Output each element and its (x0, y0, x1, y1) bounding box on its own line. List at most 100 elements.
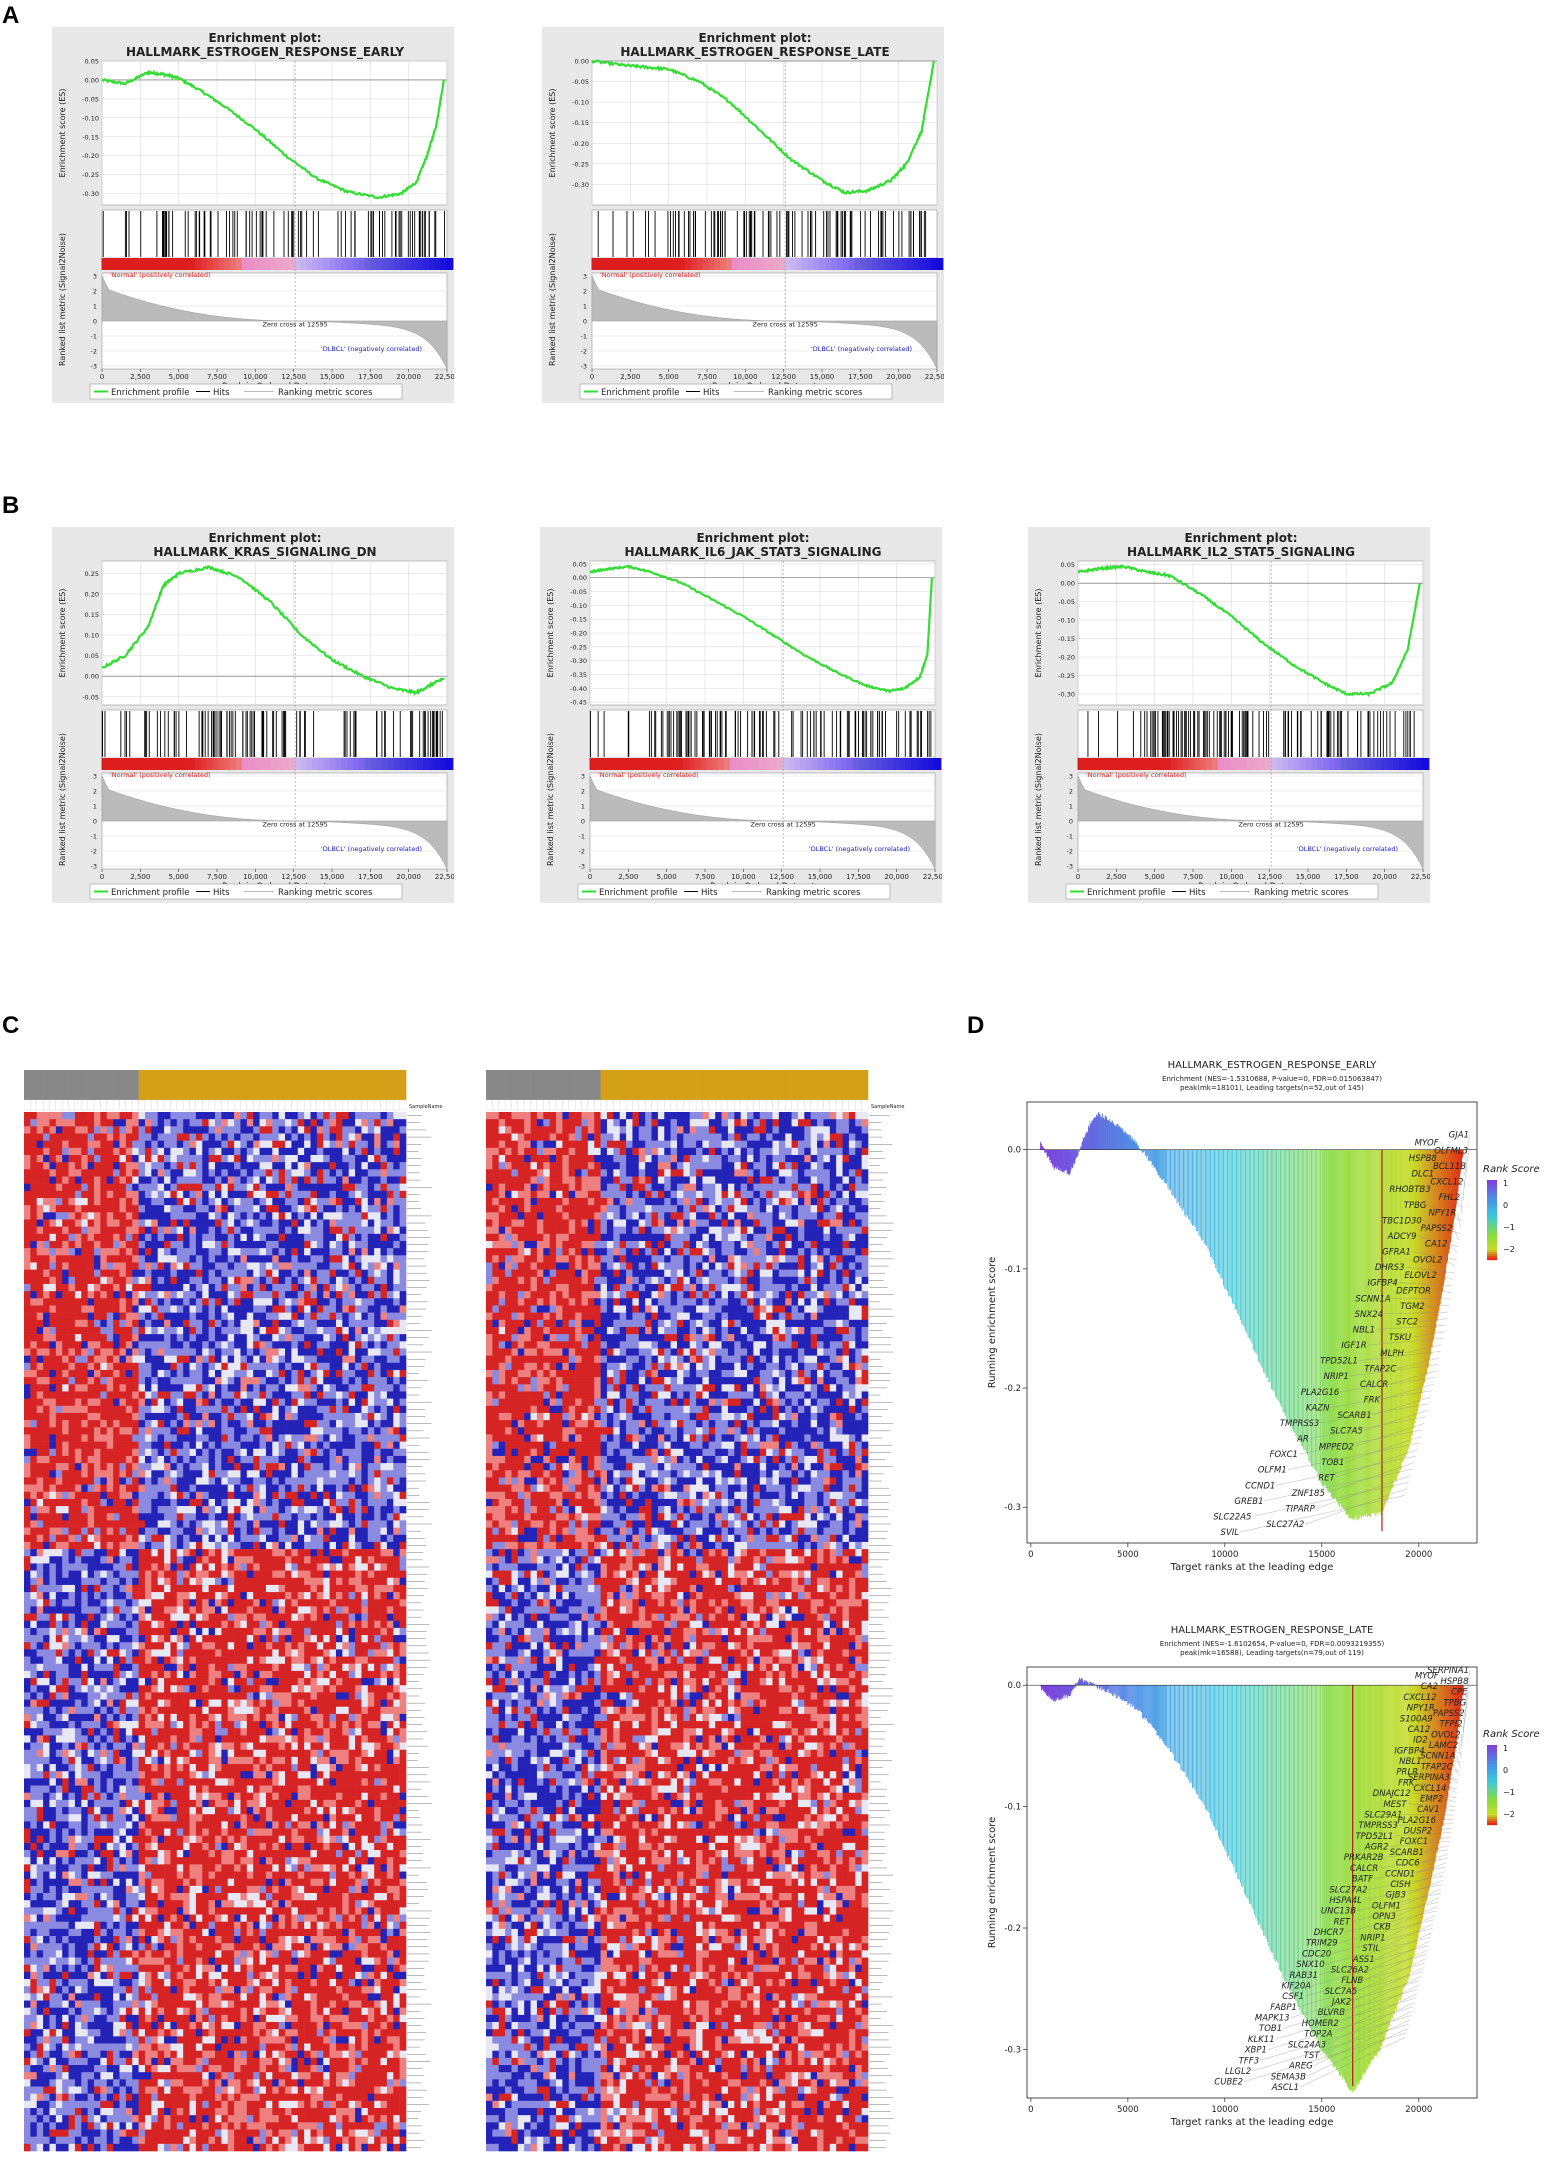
heatmap-cell (30, 1112, 38, 1120)
heatmap-cell (246, 1412, 254, 1421)
y-axis-label-metric: Ranked list metric (Signal2Noise) (58, 733, 67, 866)
color-bar-segment (749, 258, 757, 270)
heatmap-cell (246, 1391, 254, 1399)
heatmap-cell (68, 1190, 76, 1199)
heatmap-cell (361, 1427, 369, 1435)
heatmap-cell (189, 1355, 197, 1364)
metric-tick-label: 1 (1069, 803, 1073, 811)
annotation-group-cell (335, 1099, 343, 1111)
heatmap-cell (68, 1326, 76, 1335)
heatmap-cell (335, 1240, 343, 1249)
heatmap-cell (119, 1484, 127, 1493)
heatmap-cell (164, 1420, 171, 1428)
heatmap-cell (100, 1348, 108, 1356)
heatmap-cell (106, 1119, 114, 1127)
heatmap-cell (183, 1506, 190, 1514)
heatmap-cell (361, 1119, 369, 1127)
heatmap-cell (399, 1205, 407, 1213)
heatmap-cell (157, 1405, 165, 1414)
heatmap-cell (234, 1283, 241, 1292)
heatmap-cell (361, 1219, 369, 1227)
heatmap-cell (24, 1377, 31, 1385)
heatmap-cell (24, 1341, 31, 1349)
heatmap-cell (393, 1534, 400, 1543)
heatmap-cell (393, 1391, 400, 1399)
heatmap-cell (62, 1276, 69, 1285)
y-axis-label-es: Enrichment score (ES) (58, 589, 67, 678)
heatmap-cell (367, 1362, 375, 1371)
heatmap-cell (310, 1140, 318, 1149)
heatmap-cell (393, 1427, 400, 1435)
heatmap-cell (259, 1162, 267, 1170)
heatmap-cell (323, 1463, 330, 1471)
heatmap-cell (119, 1176, 127, 1184)
heatmap-cell (74, 1319, 82, 1328)
heatmap-cell (94, 1377, 101, 1385)
heatmap-cell (348, 1448, 356, 1457)
heatmap-cell (342, 1262, 349, 1270)
heatmap-cell (151, 1326, 158, 1335)
heatmap-cell (81, 1541, 88, 1550)
heatmap-cell (246, 1427, 254, 1435)
x-tick-label: 2,500 (620, 373, 640, 381)
heatmap-cell (215, 1455, 222, 1464)
heatmap-cell (144, 1513, 152, 1521)
heatmap-cell (361, 1391, 369, 1399)
heatmap-cell (183, 1427, 190, 1435)
heatmap-cell (323, 1226, 330, 1235)
color-bar-segment (352, 758, 360, 770)
heatmap-cell (291, 1427, 299, 1435)
heatmap-cell (49, 1463, 57, 1471)
heatmap-cell (24, 1498, 31, 1507)
heatmap-cell (304, 1434, 311, 1442)
heatmap-cell (374, 1463, 381, 1471)
heatmap-cell (208, 1233, 216, 1242)
heatmap-cell (125, 1355, 133, 1364)
annotation-cell (361, 1070, 369, 1100)
heatmap-cell (125, 1427, 133, 1435)
color-bar-segment (177, 758, 185, 770)
heatmap-cell (393, 1477, 400, 1485)
heatmap-cell (202, 1384, 209, 1392)
heatmap-cell (157, 1183, 165, 1192)
heatmap-cell (74, 1362, 82, 1371)
color-bar-segment (388, 258, 395, 270)
heatmap-cell (323, 1341, 330, 1349)
heatmap-cell (316, 1240, 324, 1249)
heatmap-cell (285, 1369, 292, 1378)
heatmap-cell (367, 1240, 375, 1249)
heatmap-cell (265, 1305, 273, 1313)
heatmap-cell (265, 1319, 273, 1328)
heatmap-cell (202, 1527, 209, 1536)
heatmap-cell (355, 1341, 362, 1349)
heatmap-cell (24, 1305, 31, 1313)
heatmap-cell (24, 1541, 31, 1550)
heatmap-cell (132, 1276, 139, 1285)
heatmap-cell (278, 1434, 286, 1442)
heatmap-cell (49, 1427, 57, 1435)
heatmap-cell (227, 1348, 235, 1356)
annotation-cell (106, 1070, 114, 1100)
heatmap-cell (291, 1162, 299, 1170)
heatmap-cell (355, 1326, 362, 1335)
heatmap-cell (132, 1362, 139, 1371)
heatmap-cell (399, 1240, 407, 1249)
heatmap-cell (310, 1283, 318, 1292)
heatmap-cell (272, 1534, 279, 1543)
heatmap-cell (183, 1169, 190, 1177)
heatmap-cell (62, 1477, 69, 1485)
heatmap-cell (399, 1291, 407, 1299)
annotation-cell (335, 1070, 343, 1100)
heatmap-cell (125, 1312, 133, 1321)
heatmap-cell (113, 1162, 120, 1170)
heatmap-cell (399, 1133, 407, 1141)
heatmap-cell (87, 1162, 95, 1170)
color-bar-segment (1235, 758, 1243, 770)
heatmap-cell (355, 1470, 362, 1478)
heatmap-cell (74, 1326, 82, 1335)
heatmap-cell (367, 1355, 375, 1364)
heatmap-cell (246, 1154, 254, 1163)
heatmap-cell (348, 1233, 356, 1242)
heatmap-cell (87, 1498, 95, 1507)
heatmap-cell (342, 1477, 349, 1485)
